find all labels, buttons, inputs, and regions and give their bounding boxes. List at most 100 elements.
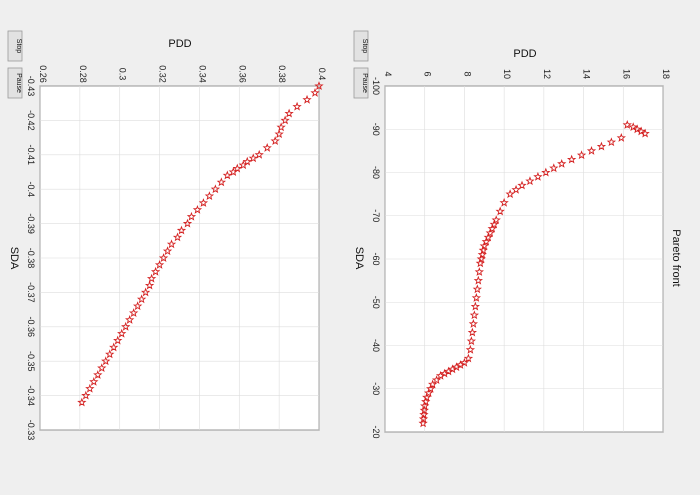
left-data-point [93,370,103,379]
left-data-point [274,129,284,139]
left-data-point [146,273,157,283]
right-data-point [465,344,476,354]
left-data-point [85,383,95,393]
left-y-tick-label: 0.3 [118,68,128,81]
right-data-point [468,318,479,328]
left-y-tick-label: 0.36 [237,65,247,83]
right-data-point [586,145,597,155]
left-y-axis-label: PDD [168,38,191,50]
left-data-points [77,81,324,407]
right-data-point [533,171,543,181]
right-data-points [418,120,650,428]
stop-button-right-label: Stop [361,39,368,54]
right-y-tick-label: 10 [502,69,512,79]
right-y-tick-label: 6 [423,71,433,76]
right-data-point [499,197,509,207]
left-data-point [262,143,272,152]
right-x-tick-label: -40 [371,339,381,352]
right-data-point [459,357,470,367]
right-data-point [491,215,501,225]
left-data-point [176,225,187,235]
left-y-tick-label: 0.4 [317,68,327,81]
stop-button-left-label: Stop [15,39,22,54]
right-data-point [606,137,617,147]
left-data-point [154,259,165,269]
left-y-tick-label: 0.38 [277,65,287,83]
left-data-point [192,204,203,214]
left-pareto-plot: -0.43 -0.42 -0.41 -0.4 -0.39 -0.38 -0.37 -0.36 -… [8,38,327,440]
right-x-axis-label: SDA [353,247,365,270]
left-data-point [280,115,290,125]
left-data-point [81,390,91,400]
left-x-tick-label: -0.35 [26,351,36,372]
right-data-point [472,284,482,294]
left-data-point [232,163,242,173]
right-x-tick-label: -100 [371,77,381,95]
right-x-tick-label: -20 [371,425,381,438]
left-data-point [121,321,131,331]
left-data-point [113,335,123,345]
right-data-point [439,368,450,378]
left-data-point [276,122,286,132]
right-data-point [435,370,446,380]
right-data-point [489,219,499,229]
left-data-point [210,184,221,194]
left-data-point [136,294,147,304]
right-y-tick-label: 14 [582,69,592,79]
left-data-point [117,328,127,338]
right-data-point [485,228,495,237]
left-data-point [186,211,197,221]
right-data-point [426,383,436,393]
right-x-ticks: -100 -90 -80 -70 -60 -50 -40 -30 -20 [371,77,381,439]
right-y-tick-label: 12 [542,69,552,79]
right-x-tick-label: -80 [371,166,381,179]
right-data-point [557,158,567,168]
left-data-point [222,170,232,180]
right-data-point [466,336,477,346]
right-data-point [596,141,607,151]
right-data-point [576,150,587,160]
stop-button-left[interactable]: Stop [7,30,23,62]
left-data-point [101,356,111,366]
right-data-point [495,206,505,216]
right-data-point [421,396,431,406]
stop-button-right[interactable]: Stop [353,30,369,62]
right-data-point [469,310,479,320]
left-x-tick-label: -0.41 [26,145,36,166]
left-data-point [302,94,312,104]
right-data-point [549,163,559,173]
right-data-point [616,133,626,142]
right-data-point [422,392,432,402]
left-data-point [242,156,252,166]
right-data-point [470,301,480,311]
left-x-tick-label: -0.43 [26,76,36,97]
left-data-point [310,87,320,97]
right-x-tick-label: -90 [371,123,381,136]
right-x-tick-label: -30 [371,382,381,395]
left-data-point [144,280,155,290]
left-data-point [204,191,215,201]
left-data-point [162,246,173,256]
right-data-point [541,167,551,177]
right-data-point [477,249,487,259]
left-data-point [182,218,193,228]
left-y-tick-label: 0.28 [78,65,88,83]
left-data-point [158,253,169,262]
right-data-point [467,327,478,337]
left-data-point [228,167,238,176]
right-plot-grid [384,85,664,433]
left-data-point [129,308,139,317]
right-data-point [628,122,638,132]
left-data-point [150,266,161,276]
left-data-point [140,287,151,297]
pause-button-right[interactable]: Pause [353,67,369,99]
left-data-point [125,315,135,324]
right-data-point [455,360,466,369]
right-data-point [517,180,527,190]
pause-button-left[interactable]: Pause [7,67,23,99]
left-data-point [166,239,177,249]
right-data-point [476,254,486,263]
right-data-point [424,388,434,398]
right-data-point [443,366,454,376]
